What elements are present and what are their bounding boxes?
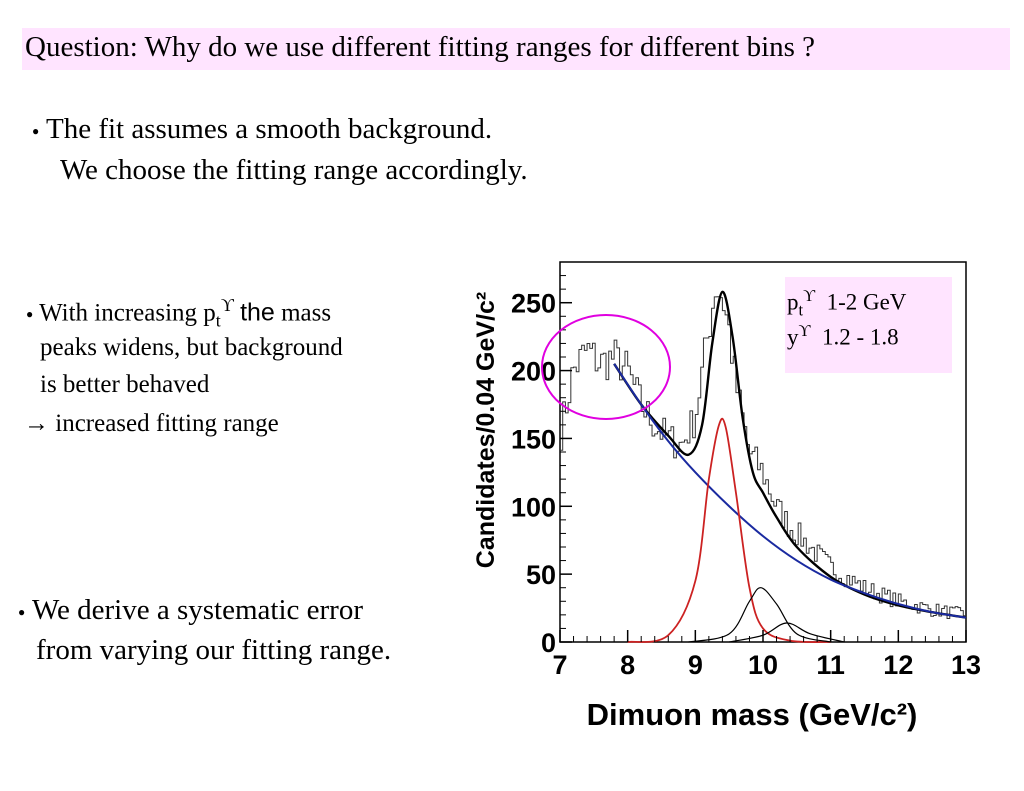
x-tick-label: 12	[883, 650, 913, 680]
x-tick-label: 10	[748, 650, 778, 680]
y-tick-label: 100	[511, 492, 556, 522]
question-banner	[22, 28, 1010, 70]
fit-curve-signal-2S	[688, 587, 831, 643]
bullet-3: ● We derive a systematic error	[18, 594, 363, 627]
bullet-glyph: ●	[26, 307, 34, 322]
bullet-2-prefix: With increasing p	[39, 299, 216, 327]
x-tick-label: 7	[552, 650, 567, 680]
bullet-glyph: ●	[32, 123, 40, 138]
y-tick-label: 150	[511, 424, 556, 454]
bullet-3-line1: We derive a systematic error	[31, 594, 363, 626]
bullet-2: ● With increasing ptϒ the mass	[26, 295, 331, 331]
pt-sup: ϒ	[803, 286, 816, 305]
y-tick-label: 250	[511, 289, 556, 319]
bullet-1-line1: The fit assumes a smooth background.	[45, 113, 493, 145]
y-sup: ϒ	[798, 321, 811, 340]
x-tick-label: 8	[620, 650, 635, 680]
bullet-2-the: the	[240, 298, 275, 327]
upsilon-superscript: ϒ	[220, 295, 234, 315]
x-tick-label: 13	[951, 650, 981, 680]
pt-bin-label: ptϒ 1-2 GeV	[787, 286, 906, 320]
pt-base: p	[787, 289, 799, 315]
bullet-glyph: ●	[18, 604, 26, 619]
x-tick-label: 9	[688, 650, 703, 680]
bullet-1: ● The fit assumes a smooth background.	[32, 113, 492, 146]
y-axis-label: Candidates/0.04 GeV/c²	[472, 292, 500, 569]
y-tick-label: 0	[541, 628, 556, 658]
fit-curve-signal-1S	[627, 417, 831, 643]
pt-sub: t	[798, 300, 804, 320]
x-axis-label: Dimuon mass (GeV/c²)	[587, 697, 918, 732]
fit-curves	[613, 290, 967, 643]
bullet-2-suffix: mass	[274, 299, 332, 327]
y-ticks: 0 50 100 150 200 250	[511, 275, 572, 658]
fit-curve-total-fit	[613, 290, 967, 619]
y-base: y	[787, 324, 799, 350]
bullet-1-line2: We choose the fitting range accordingly.	[60, 154, 528, 186]
fit-curve-signal-3S	[729, 622, 845, 643]
question-text: Question: Why do we use different fittin…	[25, 31, 816, 63]
pt-subscript: t	[215, 310, 221, 331]
x-tick-label: 11	[816, 650, 845, 680]
bullet-2-line3: is better behaved	[40, 371, 210, 398]
y-tick-label: 200	[511, 357, 556, 387]
kinematic-bin-box	[785, 277, 952, 373]
highlight-circle	[541, 314, 671, 420]
y-tick-label: 50	[526, 560, 556, 590]
pt-range: 1-2 GeV	[826, 289, 907, 315]
x-ticks: 7 8 9 10 11 12 13	[552, 630, 981, 680]
bullet-2-line4: → increased fitting range	[24, 410, 279, 437]
y-range: 1.2 - 1.8	[821, 324, 899, 350]
y-bin-label: yϒ 1.2 - 1.8	[787, 321, 899, 351]
bullet-2-line2: peaks widens, but background	[40, 334, 343, 361]
fit-curve-background	[613, 363, 967, 619]
bullet-3-line2: from varying our fitting range.	[36, 634, 392, 666]
